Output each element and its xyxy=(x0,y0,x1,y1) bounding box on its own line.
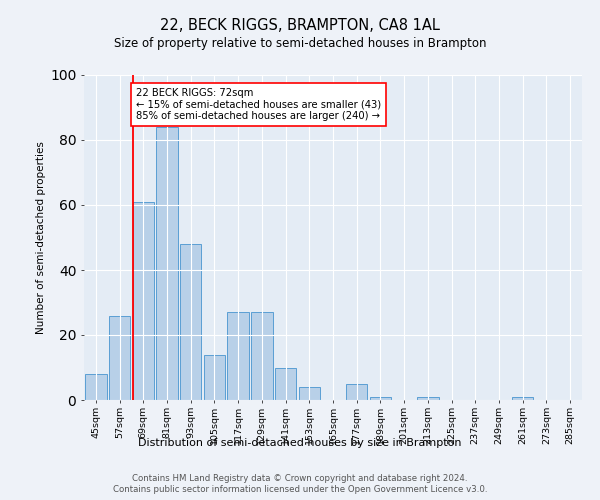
Bar xyxy=(133,202,154,400)
Bar xyxy=(275,368,296,400)
Bar xyxy=(346,384,367,400)
Bar xyxy=(251,312,272,400)
Text: 22, BECK RIGGS, BRAMPTON, CA8 1AL: 22, BECK RIGGS, BRAMPTON, CA8 1AL xyxy=(160,18,440,32)
Text: Contains HM Land Registry data © Crown copyright and database right 2024.: Contains HM Land Registry data © Crown c… xyxy=(132,474,468,483)
Y-axis label: Number of semi-detached properties: Number of semi-detached properties xyxy=(36,141,46,334)
Bar xyxy=(157,127,178,400)
Bar xyxy=(512,397,533,400)
Bar xyxy=(417,397,439,400)
Text: Contains public sector information licensed under the Open Government Licence v3: Contains public sector information licen… xyxy=(113,485,487,494)
Text: Distribution of semi-detached houses by size in Brampton: Distribution of semi-detached houses by … xyxy=(138,438,462,448)
Bar xyxy=(85,374,107,400)
Bar xyxy=(204,354,225,400)
Bar xyxy=(109,316,130,400)
Bar xyxy=(227,312,249,400)
Bar xyxy=(370,397,391,400)
Bar xyxy=(299,387,320,400)
Text: 22 BECK RIGGS: 72sqm
← 15% of semi-detached houses are smaller (43)
85% of semi-: 22 BECK RIGGS: 72sqm ← 15% of semi-detac… xyxy=(136,88,381,121)
Bar xyxy=(180,244,202,400)
Text: Size of property relative to semi-detached houses in Brampton: Size of property relative to semi-detach… xyxy=(114,38,486,51)
